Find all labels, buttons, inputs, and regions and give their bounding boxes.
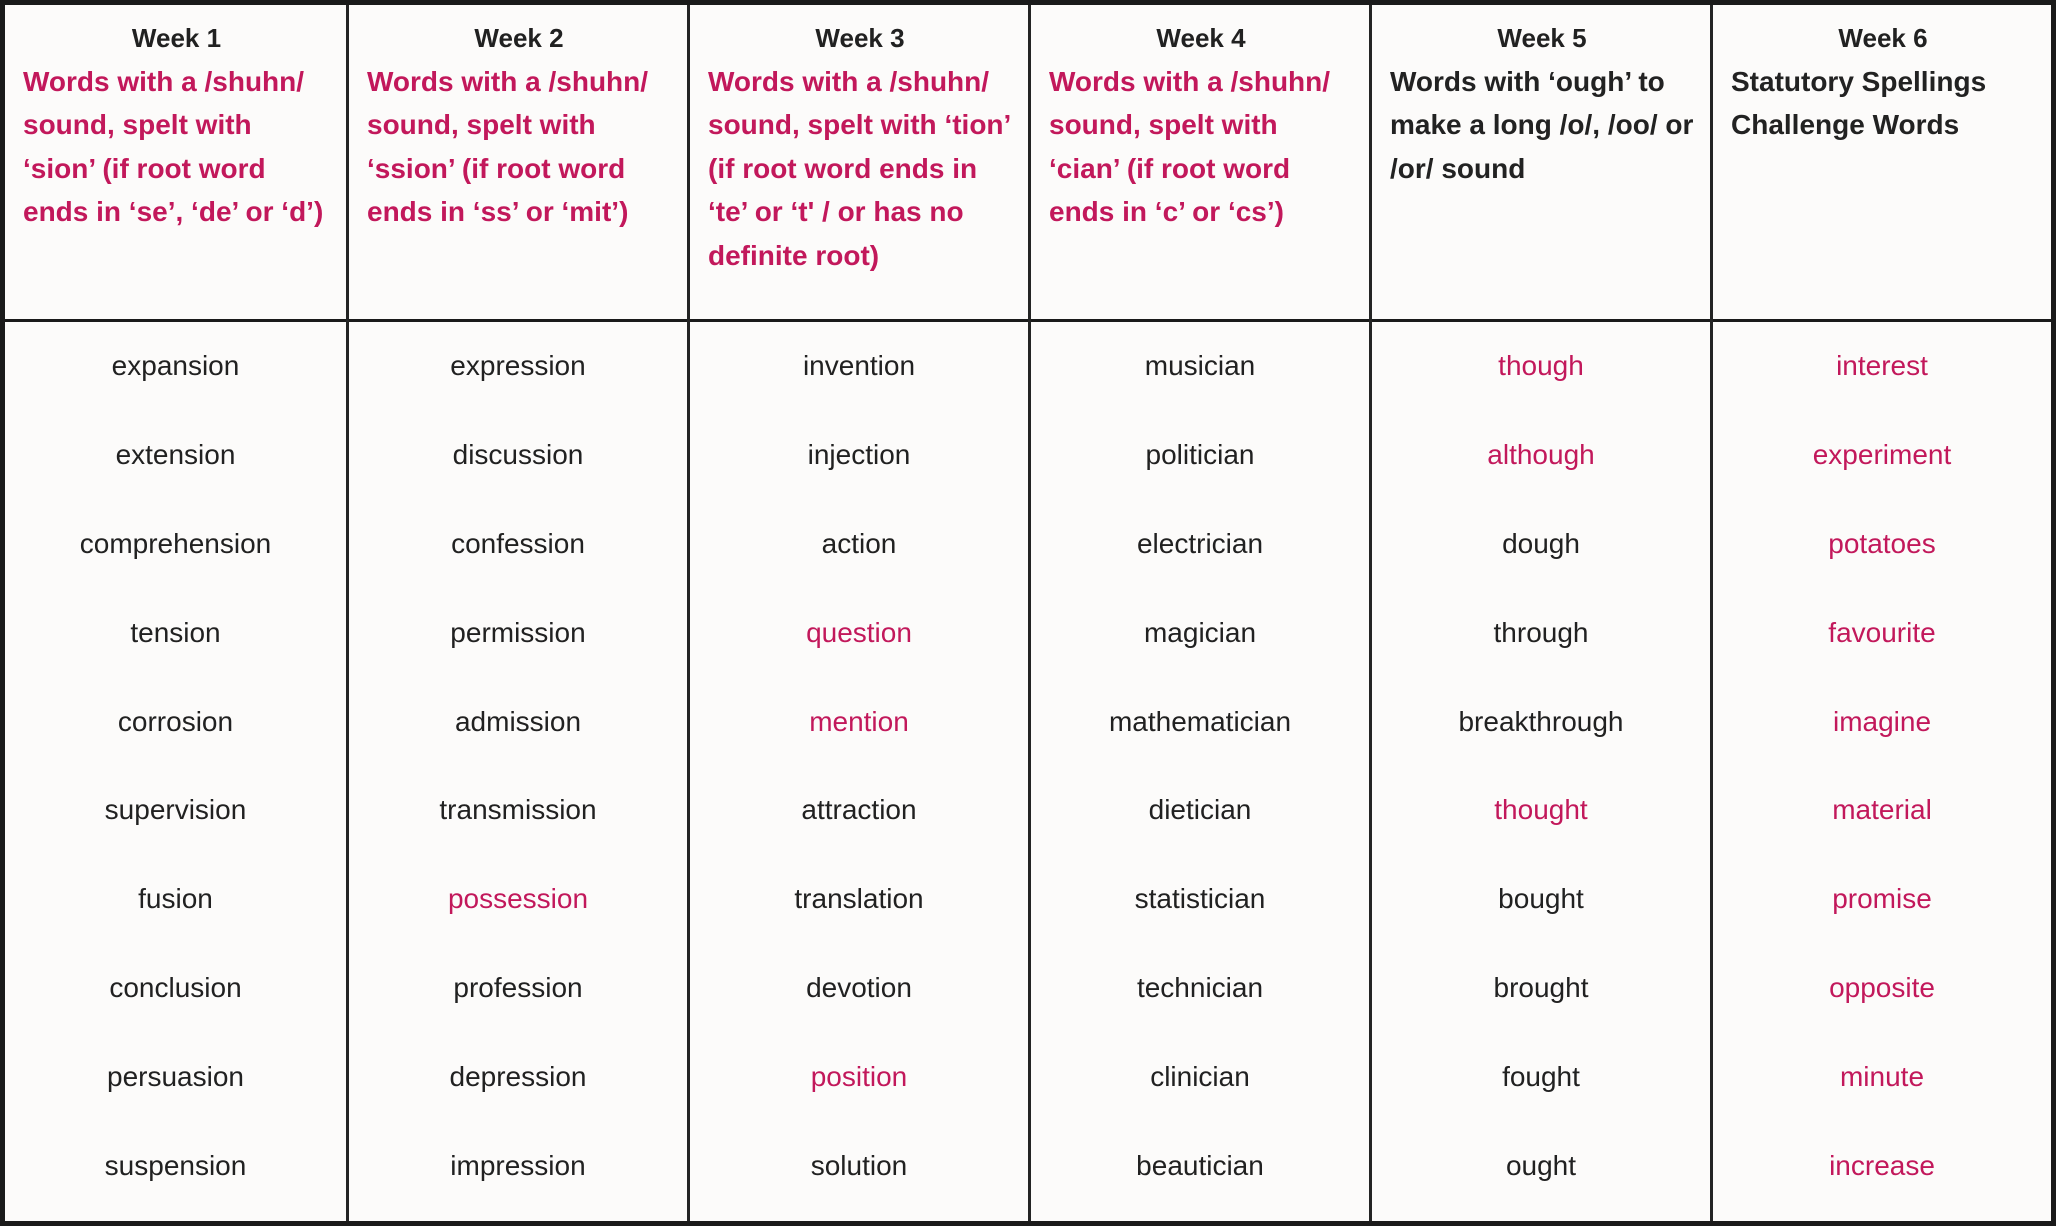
word-cell: clinician: [1150, 1060, 1250, 1092]
week-description: Words with a /shuhn/ sound, spelt with ‘…: [23, 66, 324, 228]
word-cell: mathematician: [1108, 705, 1292, 737]
word-cell: increase: [1829, 1149, 1935, 1181]
word-cell: minute: [1839, 1060, 1925, 1092]
word-cell: question: [806, 616, 912, 648]
word-cell: electrician: [1136, 527, 1264, 559]
word-cell: solution: [810, 1149, 908, 1181]
word-cell: politician: [1145, 439, 1255, 471]
week-header: Week 6 Statutory Spellings Challenge Word…: [1713, 5, 2051, 322]
word-cell: thought: [1494, 794, 1588, 826]
word-cell: promise: [1832, 883, 1932, 915]
word-cell: breakthrough: [1458, 705, 1624, 737]
word-list: musician politician electrician magician mat…: [1031, 322, 1369, 1210]
week-column-5: Week 5 Words with ‘ough’ to make a long /…: [1369, 5, 1710, 1221]
word-cell: supervision: [104, 794, 247, 826]
week-label: Week 2: [474, 23, 564, 53]
word-cell: technician: [1136, 971, 1264, 1003]
word-cell: suspension: [104, 1149, 247, 1181]
week-label: Week 5: [1497, 23, 1587, 53]
word-cell: position: [810, 1060, 908, 1092]
week-column-1: Week 1 Words with a /shuhn/ sound, spelt …: [5, 5, 346, 1221]
week-description: Words with ‘ough’ to make a long /o/, /o…: [1390, 66, 1694, 184]
word-cell: injection: [807, 439, 911, 471]
word-cell: material: [1832, 794, 1932, 826]
word-cell: expansion: [111, 350, 240, 382]
word-cell: experiment: [1812, 439, 1952, 471]
word-cell: fought: [1502, 1060, 1580, 1092]
week-label: Week 3: [815, 23, 905, 53]
week-header: Week 3 Words with a /shuhn/ sound, spelt …: [690, 5, 1028, 322]
word-cell: though: [1498, 350, 1584, 382]
week-column-2: Week 2 Words with a /shuhn/ sound, spelt …: [346, 5, 687, 1221]
word-cell: imagine: [1832, 705, 1932, 737]
word-cell: permission: [450, 616, 586, 648]
week-header: Week 1 Words with a /shuhn/ sound, spelt …: [5, 5, 346, 322]
week-description: Words with a /shuhn/ sound, spelt with ‘…: [1049, 66, 1331, 228]
word-list: interest experiment potatoes favourite imagi…: [1713, 322, 2051, 1210]
word-cell: comprehension: [79, 527, 272, 559]
word-cell: favourite: [1828, 616, 1936, 648]
word-cell: persuasion: [107, 1060, 244, 1092]
word-cell: attraction: [801, 794, 917, 826]
word-list: though although dough through breakthrough th…: [1372, 322, 1710, 1210]
word-cell: dough: [1502, 527, 1580, 559]
week-column-3: Week 3 Words with a /shuhn/ sound, spelt …: [687, 5, 1028, 1221]
week-label: Week 4: [1156, 23, 1246, 53]
word-cell: potatoes: [1828, 527, 1936, 559]
week-column-6: Week 6 Statutory Spellings Challenge Word…: [1710, 5, 2051, 1221]
word-cell: tension: [130, 616, 221, 648]
word-cell: mention: [809, 705, 909, 737]
word-cell: through: [1493, 616, 1589, 648]
week-description: Words with a /shuhn/ sound, spelt with ‘…: [708, 66, 1010, 271]
word-cell: confession: [451, 527, 585, 559]
word-cell: ought: [1505, 1149, 1577, 1181]
word-list: expansion extension comprehension tension co…: [5, 322, 346, 1210]
week-description: Words with a /shuhn/ sound, spelt with ‘…: [367, 66, 649, 228]
word-cell: discussion: [452, 439, 584, 471]
week-header: Week 2 Words with a /shuhn/ sound, spelt …: [349, 5, 687, 322]
word-cell: extension: [115, 439, 236, 471]
week-description: Statutory Spellings Challenge Words: [1731, 66, 1987, 141]
word-cell: transmission: [439, 794, 597, 826]
week-column-4: Week 4 Words with a /shuhn/ sound, spelt …: [1028, 5, 1369, 1221]
word-cell: impression: [450, 1149, 586, 1181]
word-cell: admission: [454, 705, 582, 737]
word-cell: devotion: [806, 971, 912, 1003]
word-cell: fusion: [138, 883, 213, 915]
word-cell: opposite: [1829, 971, 1935, 1003]
word-cell: brought: [1493, 971, 1589, 1003]
word-cell: statistician: [1134, 883, 1266, 915]
week-label: Week 6: [1838, 23, 1928, 53]
week-header: Week 5 Words with ‘ough’ to make a long /…: [1372, 5, 1710, 322]
word-cell: bought: [1498, 883, 1584, 915]
word-cell: beautician: [1136, 1149, 1264, 1181]
word-cell: action: [821, 527, 897, 559]
word-cell: profession: [453, 971, 583, 1003]
word-cell: magician: [1143, 616, 1257, 648]
word-cell: invention: [802, 350, 916, 382]
week-header: Week 4 Words with a /shuhn/ sound, spelt …: [1031, 5, 1369, 322]
word-cell: although: [1487, 439, 1595, 471]
word-cell: depression: [449, 1060, 587, 1092]
word-cell: corrosion: [117, 705, 234, 737]
word-list: expression discussion confession permission…: [349, 322, 687, 1210]
word-cell: expression: [450, 350, 586, 382]
word-cell: interest: [1836, 350, 1928, 382]
word-cell: dietician: [1148, 794, 1252, 826]
word-cell: possession: [447, 883, 589, 915]
word-cell: translation: [794, 883, 924, 915]
week-label: Week 1: [131, 23, 222, 53]
word-cell: musician: [1144, 350, 1256, 382]
word-cell: conclusion: [109, 971, 242, 1003]
word-list: invention injection action question mention a…: [690, 322, 1028, 1210]
